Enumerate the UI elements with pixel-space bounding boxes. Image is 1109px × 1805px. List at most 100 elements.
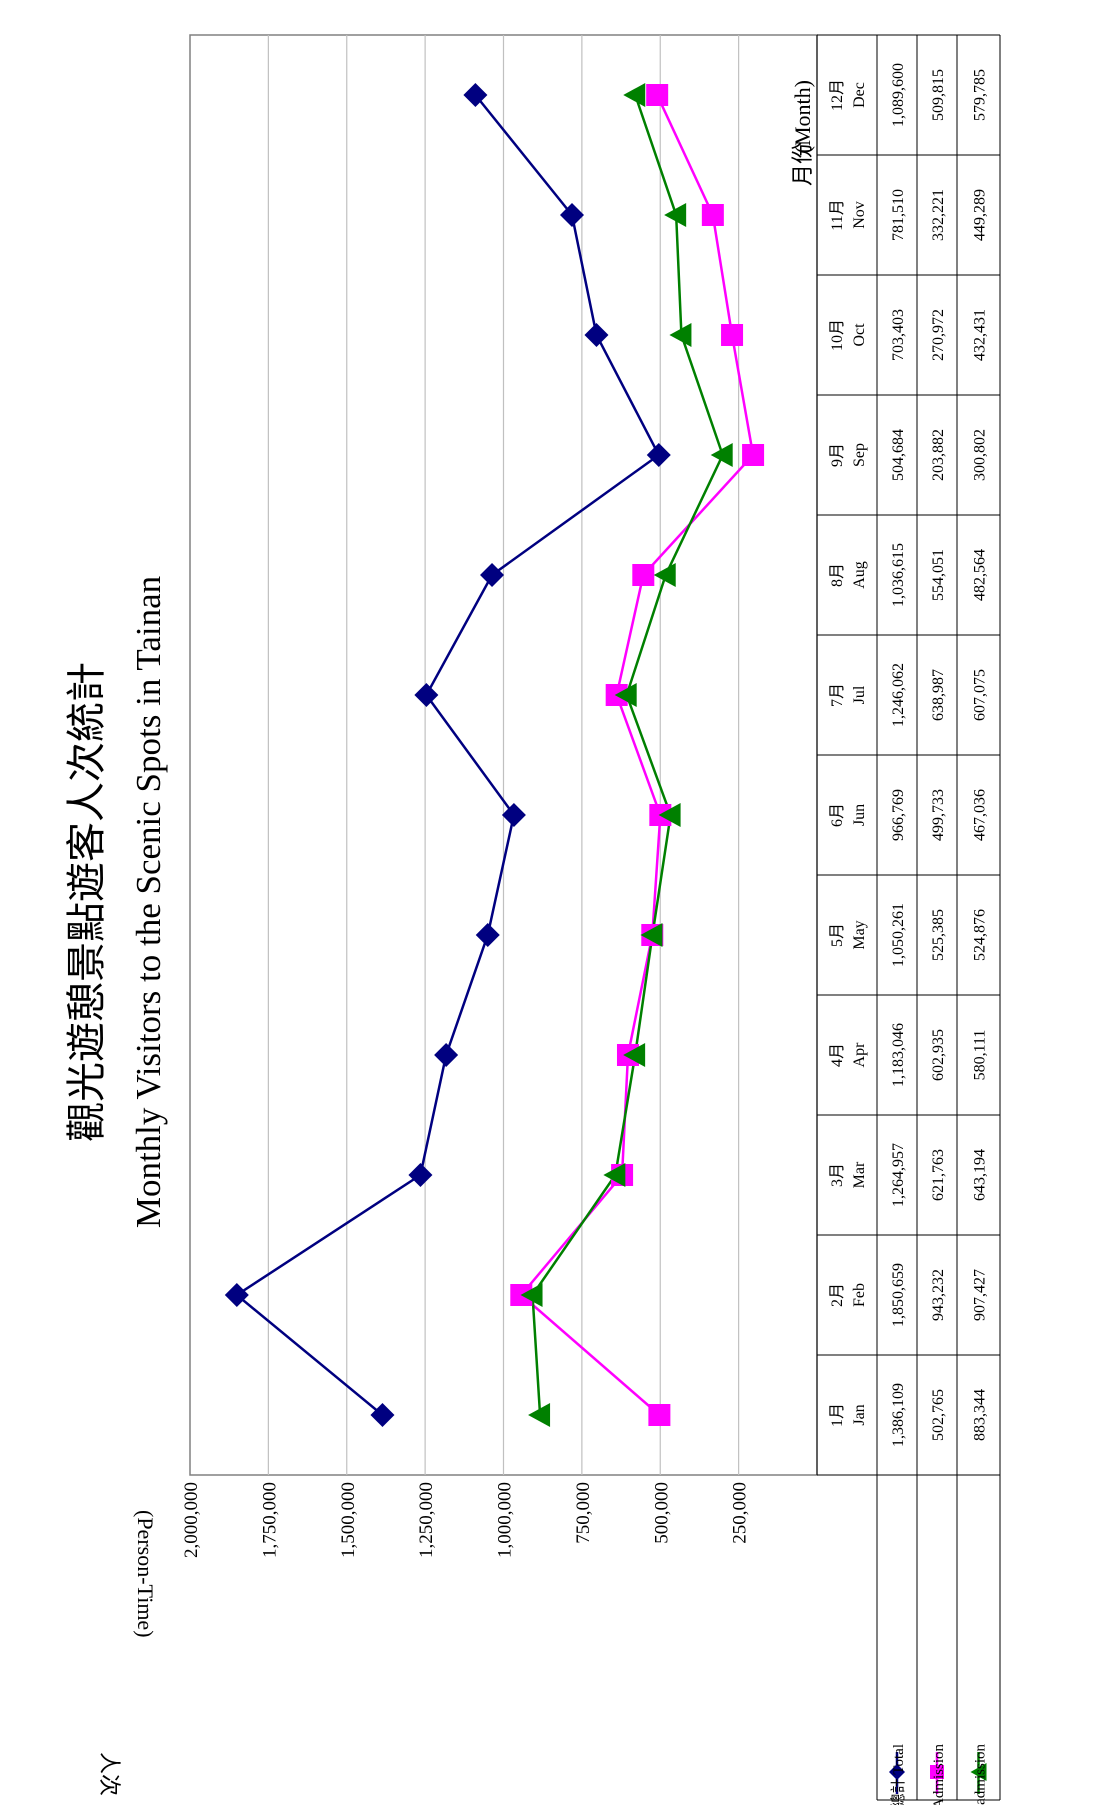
table-cell: 525,385 xyxy=(930,909,947,961)
legend-marker xyxy=(889,1764,905,1780)
table-cell: 509,815 xyxy=(930,69,947,121)
month-label-en: Sep xyxy=(851,443,868,467)
table-cell: 621,763 xyxy=(930,1149,947,1201)
month-label: 7月 xyxy=(829,683,846,707)
table-cell: 203,882 xyxy=(930,429,947,481)
data-point xyxy=(584,323,609,347)
table-cell: 467,036 xyxy=(972,789,989,841)
table-cell: 943,232 xyxy=(930,1269,947,1321)
data-point xyxy=(742,444,765,466)
table-cell: 907,427 xyxy=(972,1269,989,1321)
month-label: 4月 xyxy=(829,1043,846,1067)
x-axis-label-en: (Month) xyxy=(790,80,815,153)
month-label: 10月 xyxy=(829,319,846,351)
y-tick-label: 500,000 xyxy=(651,1482,672,1544)
month-label-en: Nov xyxy=(851,201,868,229)
data-point xyxy=(480,563,505,587)
table-cell: 643,194 xyxy=(972,1149,989,1201)
data-point xyxy=(648,1404,671,1426)
month-label-en: May xyxy=(851,920,868,949)
table-cell: 1,183,046 xyxy=(890,1023,907,1087)
table-cell: 1,050,261 xyxy=(890,903,907,967)
data-point xyxy=(623,1043,646,1067)
data-point xyxy=(640,923,663,947)
data-point xyxy=(669,323,692,347)
month-label: 11月 xyxy=(829,199,846,230)
month-label: 3月 xyxy=(829,1163,846,1187)
chart-subtitle: Monthly Visitors to the Scenic Spots in … xyxy=(129,576,168,1228)
month-label: 6月 xyxy=(829,803,846,827)
y-axis-label: 人次 xyxy=(97,1752,122,1796)
table-cell: 602,935 xyxy=(930,1029,947,1081)
data-point xyxy=(520,1283,543,1307)
series-line xyxy=(519,94,755,1416)
month-label: 8月 xyxy=(829,563,846,587)
y-tick-label: 1,000,000 xyxy=(495,1482,516,1558)
y-tick-label: 250,000 xyxy=(730,1482,751,1544)
data-point xyxy=(623,83,646,107)
table-cell: 1,089,600 xyxy=(890,63,907,127)
month-label-en: Mar xyxy=(851,1161,868,1188)
month-label-en: Apr xyxy=(851,1042,868,1068)
data-point xyxy=(434,1043,459,1067)
data-point xyxy=(475,923,500,947)
table-cell: 502,765 xyxy=(930,1389,947,1441)
month-label: 2月 xyxy=(829,1283,846,1307)
data-point xyxy=(721,324,744,346)
data-point xyxy=(501,803,526,827)
data-point xyxy=(370,1403,395,1427)
table-cell: 607,075 xyxy=(972,669,989,721)
month-label-en: Dec xyxy=(851,82,868,108)
legend-label: 有門票 Admission xyxy=(930,1744,947,1805)
data-point xyxy=(701,204,724,226)
y-tick-label: 1,750,000 xyxy=(259,1482,280,1558)
table-cell: 781,510 xyxy=(890,189,907,241)
y-tick-label: 750,000 xyxy=(573,1482,594,1544)
table-cell: 966,769 xyxy=(890,789,907,841)
y-tick-label: 1,500,000 xyxy=(338,1482,359,1558)
plot-area xyxy=(189,34,818,1476)
legend-marker xyxy=(930,1765,944,1779)
month-label: 5月 xyxy=(829,923,846,947)
data-point xyxy=(646,84,669,106)
table-cell: 1,850,659 xyxy=(890,1263,907,1327)
data-table: 1月 Jan 2月 Feb 3月 Mar 4月 Apr 5月 May 6月 Jun 7月 Jul 8月 Aug… xyxy=(816,34,1001,1805)
month-label: 1月 xyxy=(829,1403,846,1427)
data-point xyxy=(463,83,488,107)
y-axis-ticks: 2,000,000 1,750,000 1,500,000 1,250,000 1,00… xyxy=(181,1482,751,1558)
data-point xyxy=(710,443,733,467)
table-cell: 580,111 xyxy=(972,1030,989,1081)
table-cell: 524,876 xyxy=(972,909,989,961)
data-point xyxy=(664,203,687,227)
table-cell: 504,684 xyxy=(890,429,907,481)
table-cell: 482,564 xyxy=(972,549,989,601)
table-cell: 883,344 xyxy=(972,1389,989,1441)
table-cell: 1,036,615 xyxy=(890,543,907,607)
month-label: 9月 xyxy=(829,443,846,467)
month-label-en: Jan xyxy=(851,1404,868,1425)
data-point xyxy=(559,203,584,227)
table-cell: 554,051 xyxy=(930,549,947,601)
table-cell: 499,733 xyxy=(930,789,947,841)
data-point xyxy=(614,683,637,707)
month-label-en: Aug xyxy=(851,561,868,589)
table-cell: 1,386,109 xyxy=(890,1383,907,1447)
table-cell: 1,264,957 xyxy=(890,1143,907,1207)
y-axis-label-en: (Person-Time) xyxy=(133,1510,158,1638)
table-cell: 432,431 xyxy=(972,309,989,361)
legend-marker xyxy=(970,1763,987,1781)
table-cell: 638,987 xyxy=(930,669,947,721)
data-point xyxy=(224,1283,249,1307)
data-point xyxy=(632,564,655,586)
data-point xyxy=(408,1163,433,1187)
chart-title: 觀光遊憩景點遊客人次統計 xyxy=(64,662,109,1142)
y-tick-label: 1,250,000 xyxy=(416,1482,437,1558)
table-cell: 270,972 xyxy=(930,309,947,361)
table-cell: 449,289 xyxy=(972,189,989,241)
data-point xyxy=(603,1163,626,1187)
month-label-en: Oct xyxy=(851,323,868,347)
data-point xyxy=(646,443,671,467)
table-cell: 300,802 xyxy=(972,429,989,481)
month-label-en: Jul xyxy=(851,685,868,704)
